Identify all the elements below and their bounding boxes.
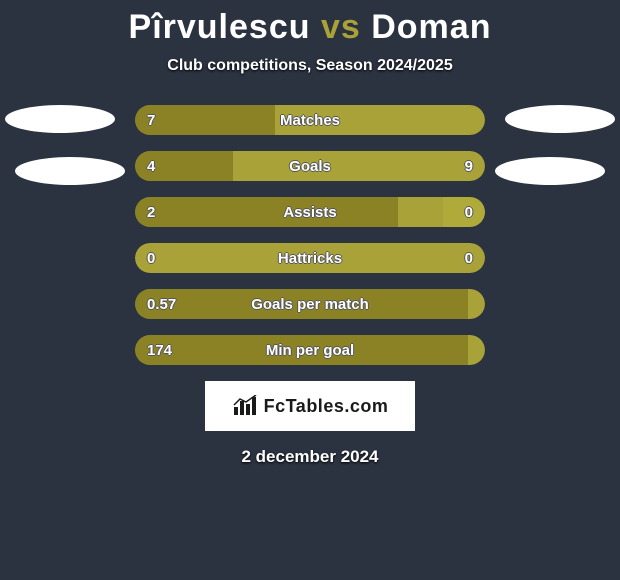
side-ellipse [5,105,115,133]
title-player2: Doman [371,8,491,46]
stat-label: Matches [135,105,485,135]
stat-row: 49Goals [135,151,485,181]
stat-row: 7Matches [135,105,485,135]
fctables-logo: FcTables.com [205,381,415,431]
stat-row: 00Hattricks [135,243,485,273]
subtitle: Club competitions, Season 2024/2025 [0,57,620,75]
title-vs: vs [321,8,361,46]
stat-row: 0.57Goals per match [135,289,485,319]
stat-label: Goals [135,151,485,181]
chart-icon [232,395,258,417]
stat-label: Hattricks [135,243,485,273]
stat-bars: 7Matches 49Goals 20Assists 00Hattricks 0.57G… [135,105,485,365]
stat-label: Goals per match [135,289,485,319]
stat-label: Min per goal [135,335,485,365]
stat-row: 20Assists [135,197,485,227]
title-player1: Pîrvulescu [129,8,311,46]
stat-row: 174Min per goal [135,335,485,365]
side-ellipse [505,105,615,133]
date-text: 2 december 2024 [0,447,620,467]
page-title: Pîrvulescu vs Doman [0,0,620,47]
side-ellipse [495,157,605,185]
stat-label: Assists [135,197,485,227]
stats-arena: 7Matches 49Goals 20Assists 00Hattricks 0.57G… [0,105,620,365]
logo-text: FcTables.com [264,396,389,417]
side-ellipse [15,157,125,185]
